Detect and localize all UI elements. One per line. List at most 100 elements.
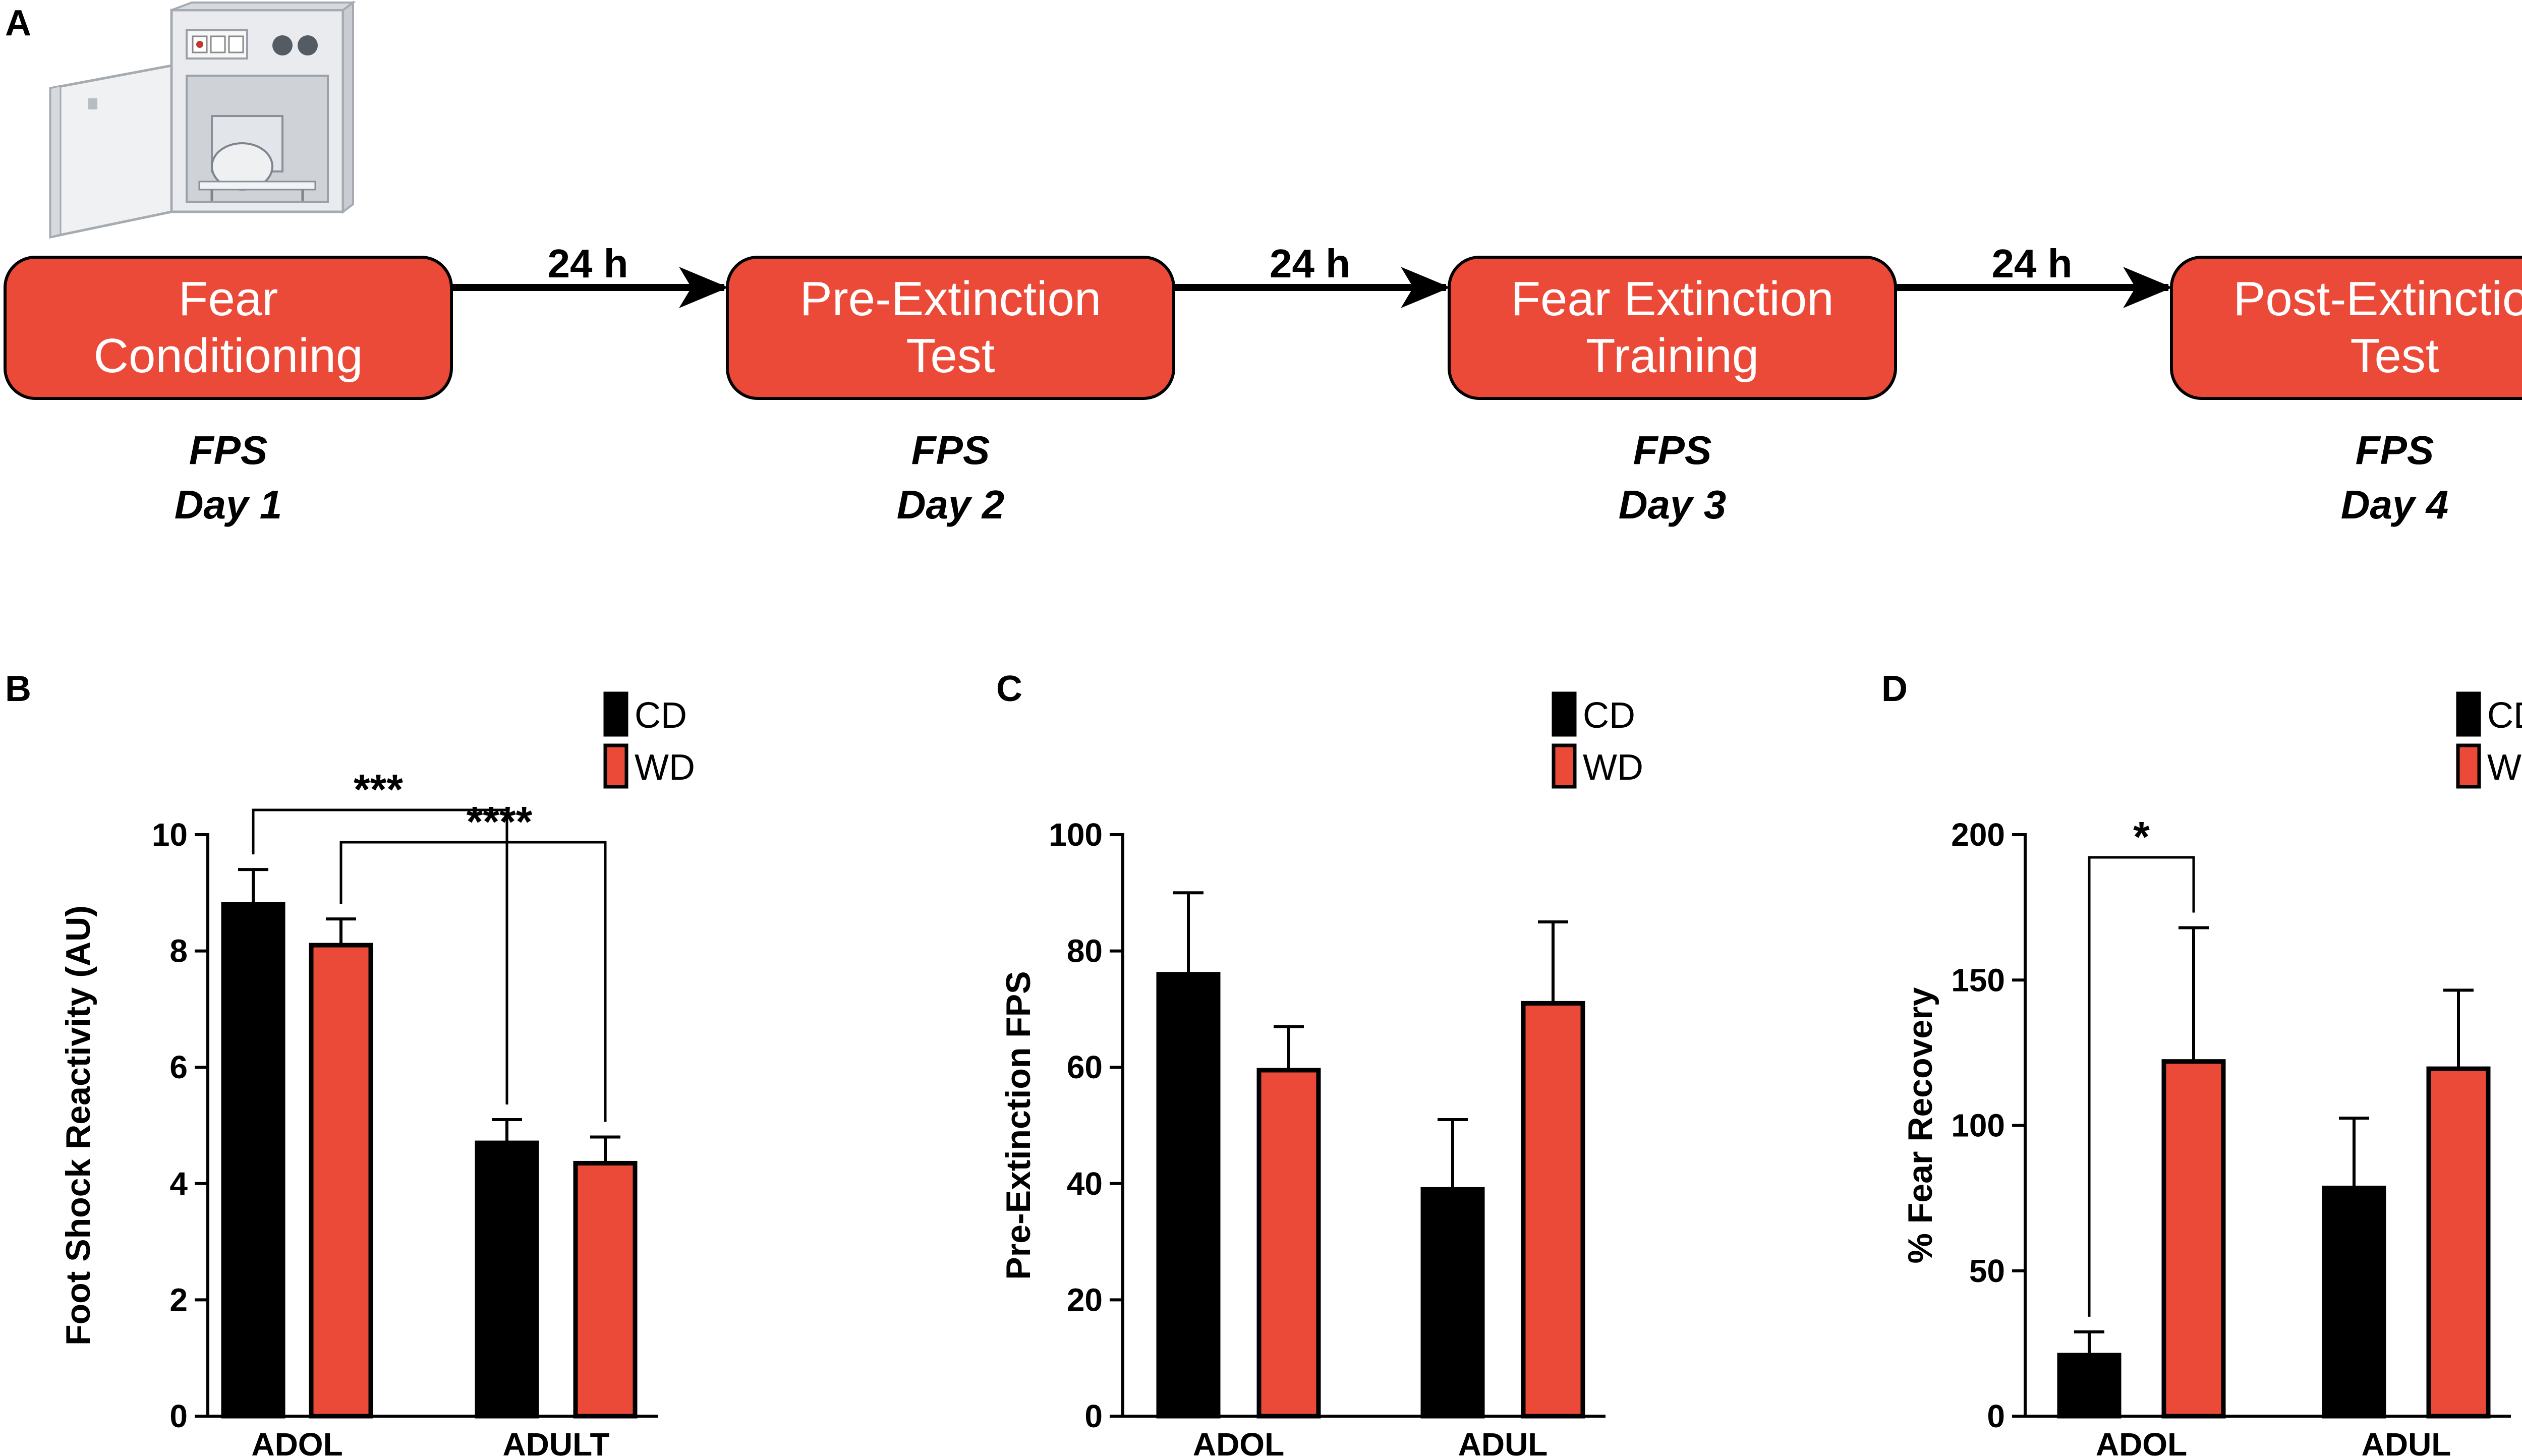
x-category-label: ADOL	[1193, 1426, 1284, 1456]
timeline-box	[2170, 256, 2522, 400]
timeline-arrow-2: 24 h	[1174, 241, 1451, 308]
significance-stars: *	[2133, 813, 2150, 860]
significance-bracket: ****	[339, 798, 607, 1122]
legend-label-wd: WD	[2487, 747, 2522, 788]
timeline-fps-label: FPS	[2356, 428, 2434, 473]
y-tick-label: 100	[1049, 817, 1103, 853]
panel-letter: D	[1881, 669, 1908, 709]
timeline-box-line1: Fear Extinction	[1511, 272, 1833, 326]
legend-swatch-cd	[603, 691, 628, 737]
y-tick-label: 0	[169, 1398, 188, 1434]
legend-swatch-wd	[1552, 743, 1577, 789]
y-tick-label: 40	[1067, 1166, 1103, 1202]
timeline-box-line2: Conditioning	[94, 329, 363, 383]
y-tick-label: 60	[1067, 1049, 1103, 1085]
y-tick-label: 0	[1987, 1398, 2005, 1434]
x-category-label: ADOL	[2096, 1426, 2187, 1456]
legend-label-cd: CD	[635, 695, 687, 736]
panel-letter: C	[996, 669, 1022, 709]
legend-label-cd: CD	[2487, 695, 2522, 736]
y-tick-label: 200	[1951, 817, 2005, 853]
y-axis-label: Pre-Extinction FPS	[999, 971, 1038, 1279]
bar-wd-adol	[1256, 1068, 1321, 1419]
panel-a-letter: A	[5, 3, 31, 43]
legend-swatch-wd	[603, 743, 628, 789]
timeline-box	[4, 256, 453, 400]
bar-cd-adol	[2057, 1353, 2122, 1419]
timeline-box-line1: Pre-Extinction	[800, 272, 1102, 326]
legend-swatch-cd	[1552, 691, 1577, 737]
timeline-box	[726, 256, 1175, 400]
timeline-fps-label: FPS	[911, 428, 990, 473]
timeline-day-label: Day 4	[2341, 482, 2448, 527]
x-category-label: ADUL	[1458, 1426, 1548, 1456]
significance-bracket: ***	[252, 766, 508, 1104]
y-axis-label: Foot Shock Reactivity (AU)	[59, 905, 97, 1346]
y-tick-label: 80	[1067, 933, 1103, 969]
x-category-label: ADUL	[2362, 1426, 2451, 1456]
y-tick-label: 8	[169, 933, 188, 969]
chart-panel-d: D 0 50 100 150 200 % Fear Recovery ADOL ADUL CD WD…	[1881, 669, 2522, 1456]
y-tick-label: 2	[169, 1282, 188, 1318]
startle-chamber-illustration	[49, 1, 356, 239]
timeline-interval-label: 24 h	[1991, 241, 2072, 286]
bar-wd-adult	[573, 1160, 638, 1419]
legend: CD WD	[2456, 691, 2522, 789]
y-tick-label: 0	[1084, 1398, 1103, 1434]
y-tick-label: 20	[1067, 1282, 1103, 1318]
significance-stars: ****	[467, 798, 533, 845]
x-category-label: ADOL	[251, 1426, 342, 1456]
significance-line	[2088, 856, 2195, 1317]
significance-bracket: *	[2088, 813, 2195, 1317]
legend-label-cd: CD	[1583, 695, 1635, 736]
timeline-interval-label: 24 h	[1270, 241, 1350, 286]
timeline-fps-label: FPS	[189, 428, 268, 473]
legend: CD WD	[1552, 691, 1643, 789]
bar-cd-adul	[2322, 1185, 2386, 1419]
timeline-box-line1: Fear	[179, 272, 278, 326]
timeline-box-line2: Training	[1586, 329, 1759, 383]
significance-line	[339, 841, 607, 1122]
bar-wd-adol	[2161, 1059, 2226, 1419]
x-category-label: ADULT	[502, 1426, 609, 1456]
y-tick-label: 4	[169, 1166, 188, 1202]
timeline-day-label: Day 1	[175, 482, 282, 527]
bar-wd-adul	[1521, 1001, 1585, 1419]
timeline-arrow-3: 24 h	[1896, 241, 2173, 308]
bar-cd-adul	[1420, 1187, 1485, 1419]
y-tick-label: 6	[169, 1049, 188, 1085]
y-tick-label: 10	[152, 817, 188, 853]
legend-label-wd: WD	[1583, 747, 1643, 788]
timeline-box-line2: Test	[2350, 329, 2439, 383]
timeline-day-label: Day 3	[1619, 482, 1726, 527]
timeline-arrow-1: 24 h	[451, 241, 729, 308]
chart-panel-b: B 0 2 4 6 8 10 Foot Shock Reactivity (AU) ADOL AD…	[5, 669, 695, 1456]
bar-cd-adol	[1156, 972, 1221, 1419]
y-tick-label: 100	[1951, 1108, 2005, 1144]
legend-swatch-cd	[2456, 691, 2481, 737]
significance-stars: ***	[354, 766, 403, 813]
chart-panel-c: C 0 20 40 60 80 100 Pre-Extinction FPS ADOL ADUL C…	[996, 669, 1643, 1456]
panel-letter: B	[5, 669, 31, 709]
y-tick-label: 50	[1969, 1253, 2005, 1289]
bar-wd-adol	[309, 943, 373, 1419]
legend: CD WD	[603, 691, 695, 789]
bar-cd-adol	[221, 902, 285, 1419]
y-tick-label: 150	[1951, 962, 2005, 998]
significance-line	[252, 808, 508, 1104]
y-axis-label: % Fear Recovery	[1901, 987, 1939, 1263]
timeline-box-line1: Post-Extinction	[2233, 272, 2522, 326]
timeline-day-label: Day 2	[897, 482, 1004, 527]
bar-wd-adul	[2426, 1066, 2491, 1419]
timeline-box	[1448, 256, 1897, 400]
legend-swatch-wd	[2456, 743, 2481, 789]
timeline-interval-label: 24 h	[547, 241, 628, 286]
bar-cd-adult	[475, 1140, 539, 1419]
timeline-box-line2: Test	[906, 329, 995, 383]
